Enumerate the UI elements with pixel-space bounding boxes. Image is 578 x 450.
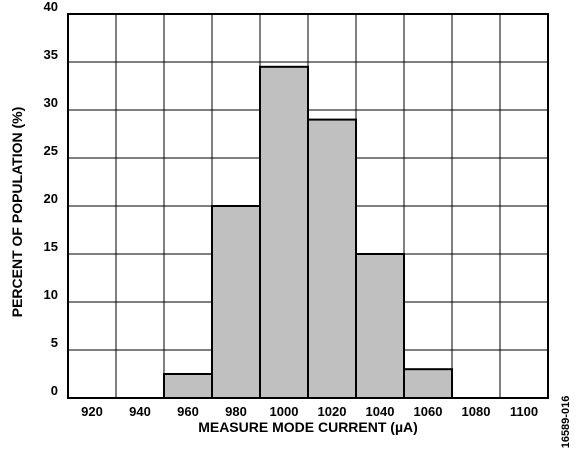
x-tick-label: 980 <box>225 404 247 419</box>
x-axis-label: MEASURE MODE CURRENT (µA) <box>198 419 418 435</box>
x-tick-labels: 920 940 960 980 1000 1020 1040 1060 1080 1100 <box>81 404 538 419</box>
y-tick-labels: 0 5 10 15 20 25 30 35 40 <box>44 0 58 398</box>
bar-1020 <box>307 118 357 399</box>
x-tick-label: 920 <box>81 404 103 419</box>
bars <box>163 65 453 400</box>
x-tick-label: 960 <box>177 404 199 419</box>
bar-980 <box>211 205 261 399</box>
x-tick-label: 940 <box>129 404 151 419</box>
x-tick-label: 1000 <box>270 404 299 419</box>
y-tick-label: 35 <box>44 47 58 62</box>
x-tick-label: 1060 <box>414 404 443 419</box>
bar-1000 <box>259 65 309 400</box>
x-tick-label: 1040 <box>366 404 395 419</box>
y-tick-label: 0 <box>51 383 58 398</box>
x-tick-label: 1100 <box>510 404 538 419</box>
x-tick-label: 1080 <box>462 404 491 419</box>
y-tick-label: 40 <box>44 0 58 14</box>
bar-1060 <box>403 368 453 400</box>
bar-1040 <box>355 253 405 399</box>
bar-960 <box>163 373 213 399</box>
y-tick-label: 15 <box>44 239 58 254</box>
y-tick-label: 5 <box>51 335 58 350</box>
y-tick-label: 30 <box>44 95 58 110</box>
y-tick-label: 25 <box>44 143 58 158</box>
figure-id-label: 16589-016 <box>560 396 572 449</box>
y-tick-label: 10 <box>44 287 58 302</box>
plot-frame <box>67 13 549 399</box>
y-tick-label: 20 <box>44 191 58 206</box>
x-tick-label: 1020 <box>318 404 347 419</box>
y-axis-label: PERCENT OF POPULATION (%) <box>9 107 25 318</box>
